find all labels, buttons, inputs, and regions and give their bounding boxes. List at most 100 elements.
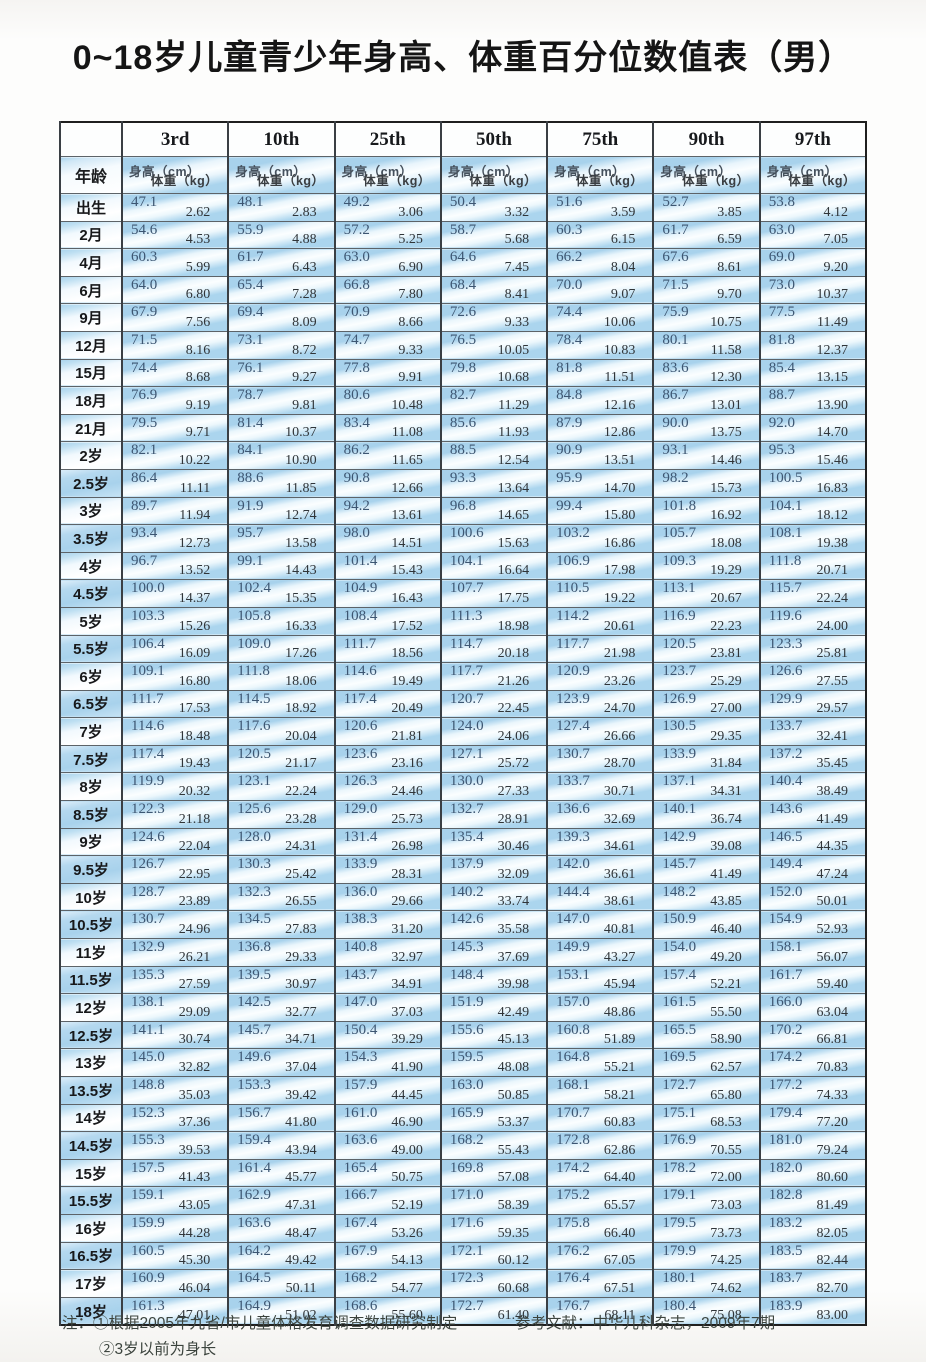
height-value: 131.4: [343, 828, 378, 845]
percentile-header-75th: 75th: [546, 121, 654, 157]
weight-value: 14.70: [816, 425, 849, 441]
data-cell: 136.0 29.66: [333, 882, 441, 911]
data-cell: 159.9 44.28: [120, 1213, 229, 1243]
height-value: 172.7: [662, 1077, 697, 1093]
percentile-header-10th: 10th: [227, 121, 335, 157]
data-cell: 129.0 25.73: [333, 800, 441, 829]
data-cell: 149.6 37.04: [227, 1048, 335, 1077]
weight-value: 10.05: [497, 342, 530, 358]
weight-value: 74.33: [816, 1087, 849, 1103]
data-cell: 69.0 9.20: [758, 248, 866, 277]
weight-value: 3.06: [398, 204, 423, 220]
height-value: 60.3: [556, 221, 583, 238]
data-cell: 109.0 17.26: [227, 634, 335, 663]
age-label: 14.5岁: [68, 1137, 114, 1155]
data-cell: 123.1 22.24: [227, 772, 335, 801]
weight-value: 59.35: [497, 1225, 530, 1241]
height-value: 123.7: [662, 663, 697, 680]
height-value: 91.9: [237, 497, 264, 514]
data-cell: 163.6 48.47: [227, 1213, 335, 1243]
data-cell: 114.6 19.49: [333, 662, 441, 691]
weight-value: 24.46: [391, 784, 423, 800]
weight-value: 28.91: [497, 811, 530, 827]
data-cell: 143.7 34.91: [333, 965, 441, 994]
data-cell: 156.7 41.80: [227, 1103, 335, 1132]
data-cell: 177.2 74.33: [758, 1076, 866, 1105]
data-cell: 136.8 29.33: [227, 938, 335, 967]
age-label: 21月: [75, 420, 107, 438]
height-value: 103.3: [131, 607, 165, 624]
weight-value: 67.51: [603, 1280, 636, 1296]
weight-value: 13.15: [816, 370, 849, 386]
height-value: 65.4: [237, 276, 264, 293]
height-value: 171.0: [449, 1187, 484, 1204]
weight-value: 49.00: [391, 1142, 423, 1158]
weight-value: 6.80: [185, 287, 211, 303]
height-value: 90.0: [662, 414, 689, 431]
data-cell: 138.1 29.09: [120, 993, 229, 1022]
data-cell: 124.6 22.04: [120, 827, 229, 856]
age-cell: 5岁: [59, 606, 122, 635]
data-cell: 132.7 28.91: [439, 800, 548, 829]
height-value: 147.0: [343, 994, 378, 1011]
height-value: 95.3: [768, 442, 795, 459]
data-cell: 152.3 37.36: [120, 1103, 229, 1132]
height-value: 180.1: [662, 1270, 697, 1287]
weight-value: 8.61: [717, 259, 742, 275]
height-value: 99.1: [237, 552, 264, 569]
age-label: 2.5岁: [73, 475, 109, 493]
height-value: 157.0: [556, 994, 590, 1011]
percentile-header-row: 3rd 10th 25th 50th 75th 90th 97th: [59, 121, 866, 157]
weight-value: 11.29: [498, 397, 530, 413]
weight-value: 31.84: [710, 756, 742, 772]
weight-value: 68.11: [604, 1308, 636, 1324]
weight-value: 82.70: [816, 1280, 849, 1296]
data-cell: 124.0 24.06: [439, 717, 548, 746]
data-cell: 109.1 16.80: [120, 662, 229, 691]
data-cell: 49.2 3.06: [333, 193, 441, 222]
height-value: 81.4: [237, 414, 264, 431]
data-cell: 150.4 39.29: [333, 1020, 441, 1049]
height-value: 179.4: [768, 1104, 803, 1121]
weight-value: 44.45: [391, 1087, 423, 1103]
weight-unit-label: 体重（kg）: [788, 174, 856, 188]
weight-value: 18.08: [710, 535, 742, 551]
height-value: 174.2: [556, 1159, 590, 1176]
weight-value: 13.90: [816, 397, 849, 413]
data-cell: 104.1 18.12: [758, 496, 866, 525]
weight-value: 35.45: [816, 756, 849, 772]
height-value: 149.4: [768, 856, 803, 873]
height-value: 71.5: [662, 276, 689, 293]
height-value: 148.8: [131, 1077, 165, 1093]
height-value: 99.4: [556, 497, 583, 514]
height-value: 172.8: [556, 1132, 590, 1149]
data-cell: 67.9 7.56: [120, 303, 229, 332]
height-value: 49.2: [343, 194, 370, 210]
data-cell: 71.5 9.70: [652, 275, 760, 304]
data-cell: 158.1 56.07: [758, 938, 866, 967]
data-cell: 144.4 38.61: [546, 882, 654, 911]
height-value: 126.9: [662, 690, 697, 707]
age-label: 12月: [75, 337, 107, 355]
weight-value: 16.43: [391, 590, 423, 606]
height-value: 172.7: [449, 1297, 484, 1314]
data-cell: 180.4 75.08: [652, 1296, 760, 1326]
height-value: 71.5: [131, 331, 158, 348]
height-value: 148.2: [662, 883, 697, 900]
height-value: 149.9: [556, 939, 590, 956]
data-cell: 159.1 43.05: [120, 1186, 229, 1215]
weight-value: 12.54: [497, 452, 530, 468]
height-value: 137.1: [662, 773, 697, 790]
weight-value: 40.81: [603, 922, 636, 938]
data-cell: 74.4 10.06: [546, 303, 654, 332]
weight-value: 32.09: [497, 866, 530, 882]
age-cell: 6月: [59, 275, 122, 304]
data-cell: 155.3 39.53: [120, 1131, 229, 1160]
height-value: 165.5: [662, 1021, 697, 1038]
weight-value: 83.00: [816, 1308, 849, 1324]
table-row: 13岁 145.0 32.82 149.6 37.04 154.3 41.90 …: [59, 1048, 866, 1077]
table-row: 4.5岁 100.0 14.37 102.4 15.35 104.9 16.43…: [59, 579, 866, 608]
height-value: 120.6: [343, 718, 378, 735]
table-row: 5.5岁 106.4 16.09 109.0 17.26 111.7 18.56…: [59, 634, 866, 663]
height-value: 100.6: [449, 525, 484, 542]
